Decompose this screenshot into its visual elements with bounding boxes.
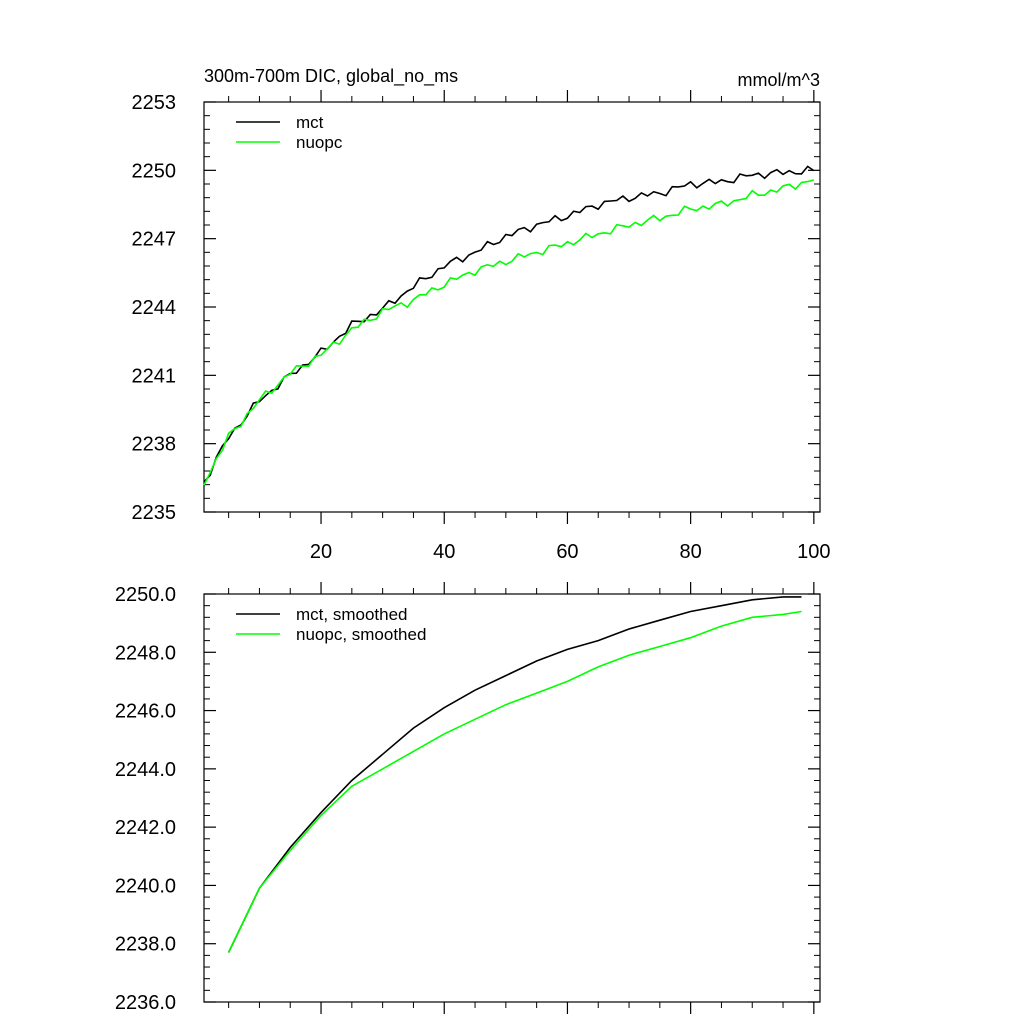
series-line-mct-smoothed	[227, 596, 802, 953]
y-tick-label: 2238	[132, 434, 177, 456]
top-panel: 2235 2238 2241 2244 2247 2250 2253 20 40 60 80 100 m…	[132, 90, 831, 563]
legend-label: mct	[296, 113, 324, 132]
y-tick-label: 2241	[132, 365, 177, 387]
units-label: mmol/m^3	[738, 70, 820, 90]
y-tick-label: 2238.0	[115, 934, 176, 956]
x-tick-label: 40	[433, 541, 455, 563]
series-line-mct	[203, 165, 815, 483]
y-tick-label: 2248.0	[115, 642, 176, 664]
chart-title: 300m-700m DIC, global_no_ms	[204, 66, 458, 87]
y-tick-label: 2253	[132, 92, 177, 114]
y-tick-label: 2247	[132, 229, 177, 251]
y-tick-label: 2236.0	[115, 992, 176, 1014]
y-tick-label: 2250.0	[115, 584, 176, 606]
x-tick-label: 100	[797, 541, 830, 563]
y-tick-label: 2240.0	[115, 875, 176, 897]
bottom-panel: 2236.0 2238.0 2240.0 2242.0 2244.0 2246.0 2248…	[115, 582, 821, 1014]
x-tick-label: 20	[310, 541, 332, 563]
plot-frame	[203, 101, 821, 513]
y-tick-label: 2235	[132, 502, 177, 524]
legend-label: mct, smoothed	[296, 605, 408, 624]
legend-label: nuopc	[296, 133, 343, 152]
y-tick-label: 2246.0	[115, 701, 176, 723]
legend-label: nuopc, smoothed	[296, 625, 426, 644]
x-tick-label: 80	[680, 541, 702, 563]
series-line-nuopc-smoothed	[227, 610, 802, 953]
y-tick-label: 2250	[132, 160, 177, 182]
y-tick-label: 2242.0	[115, 817, 176, 839]
series-line-nuopc	[203, 179, 815, 486]
plot-frame	[203, 593, 821, 1003]
x-tick-label: 60	[556, 541, 578, 563]
y-tick-label: 2244	[132, 297, 177, 319]
y-tick-label: 2244.0	[115, 759, 176, 781]
